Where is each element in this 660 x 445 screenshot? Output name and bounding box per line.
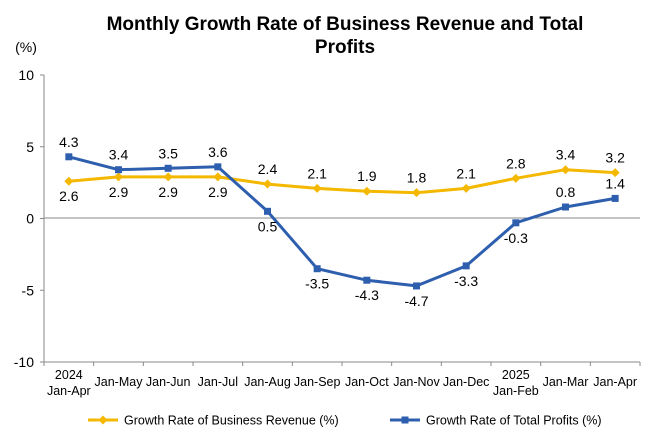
profit-data-label: -0.3 — [504, 230, 528, 246]
profit-point — [611, 194, 619, 202]
revenue-data-label: 1.9 — [357, 168, 377, 184]
profit-data-label: -3.5 — [305, 276, 329, 292]
x-tick-label: Jan-May — [95, 375, 144, 389]
profit-data-label: -3.3 — [454, 273, 478, 289]
profit-data-label: 3.5 — [158, 145, 178, 161]
revenue-point — [114, 172, 123, 182]
profit-point — [562, 203, 569, 211]
series-line-business-revenue — [68, 168, 616, 195]
revenue-data-label: 3.2 — [605, 150, 625, 166]
profit-data-label: 0.8 — [556, 184, 576, 200]
profit-point — [164, 164, 172, 172]
revenue-data-label: 2.4 — [258, 161, 278, 177]
x-tick-label: Jan-Oct — [345, 375, 389, 389]
revenue-data-label: 2.6 — [59, 188, 79, 204]
profit-point — [65, 153, 73, 161]
profit-point — [462, 262, 470, 270]
x-tick-label: Jan-Apr — [593, 375, 637, 389]
x-tick-label: 2024 — [55, 368, 83, 382]
revenue-data-label: 3.4 — [556, 147, 576, 163]
legend: Growth Rate of Business Revenue (%) Growt… — [88, 414, 602, 428]
revenue-point — [312, 183, 322, 193]
x-tick-label: Jan-Jul — [198, 375, 238, 389]
profit-point — [413, 282, 420, 290]
revenue-data-label: 2.9 — [208, 184, 228, 200]
profit-data-label: -4.3 — [355, 287, 379, 303]
revenue-data-label: 2.8 — [506, 155, 526, 171]
y-ticks: 10 5 0 -5 -10 — [14, 67, 44, 370]
profit-data-label: 3.4 — [109, 147, 129, 163]
chart-title-line-2: Profits — [315, 37, 375, 58]
y-tick-label: 5 — [26, 139, 34, 155]
revenue-data-label: 2.9 — [158, 184, 178, 200]
y-axis-label: (%) — [15, 39, 37, 55]
y-tick-label: -10 — [14, 354, 34, 370]
profit-point — [512, 219, 520, 227]
revenue-point — [263, 179, 272, 189]
series-line-total-profits — [68, 155, 616, 288]
x-tick-label: Jan-Sep — [294, 375, 341, 389]
x-tick-label: Jan-Apr — [47, 384, 91, 398]
x-tick-label: Jan-Mar — [543, 375, 589, 389]
profit-point — [214, 163, 222, 171]
revenue-data-label: 2.1 — [307, 165, 327, 181]
x-tick-label: Jan-Nov — [393, 375, 440, 389]
profit-data-label: 0.5 — [258, 218, 278, 234]
legend-label: Growth Rate of Total Profits (%) — [426, 414, 602, 428]
profit-data-label: 3.6 — [208, 144, 228, 160]
chart-title-line-1: Monthly Growth Rate of Business Revenue … — [107, 14, 584, 35]
legend-square-marker — [401, 416, 409, 424]
revenue-point — [561, 165, 570, 175]
y-tick-label: 10 — [18, 67, 34, 83]
x-tick-label: Jan-Feb — [493, 384, 539, 398]
revenue-point — [610, 168, 620, 178]
profit-point — [264, 207, 271, 215]
profit-point — [363, 276, 371, 284]
revenue-point — [163, 172, 173, 182]
series-group: 2.6 2.9 2.9 2.9 2.4 2.1 1.9 1.8 2.1 2.8 3.4 3.2 4.3 3… — [59, 134, 625, 309]
revenue-data-label: 1.8 — [407, 170, 427, 186]
revenue-point — [412, 188, 421, 198]
revenue-data-label: 2.9 — [109, 184, 129, 200]
legend-label: Growth Rate of Business Revenue (%) — [124, 414, 339, 428]
legend-diamond-marker — [98, 415, 108, 425]
x-tick-label: Jan-Aug — [244, 375, 291, 389]
profit-data-label: 4.3 — [59, 134, 79, 150]
revenue-point — [461, 183, 471, 193]
revenue-point — [362, 186, 372, 196]
profit-point — [313, 265, 321, 273]
revenue-data-label: 2.1 — [456, 165, 476, 181]
profit-point — [115, 166, 122, 174]
y-tick-label: -5 — [22, 282, 35, 298]
x-tick-label: Jan-Dec — [443, 375, 490, 389]
profit-data-label: -4.7 — [404, 293, 428, 309]
profit-data-label: 1.4 — [605, 175, 625, 191]
revenue-point — [511, 173, 521, 183]
x-tick-label: 2025 — [502, 368, 530, 382]
revenue-point — [64, 176, 74, 186]
y-tick-label: 0 — [26, 211, 34, 227]
revenue-point — [213, 172, 223, 182]
x-tick-label: Jan-Jun — [146, 375, 191, 389]
